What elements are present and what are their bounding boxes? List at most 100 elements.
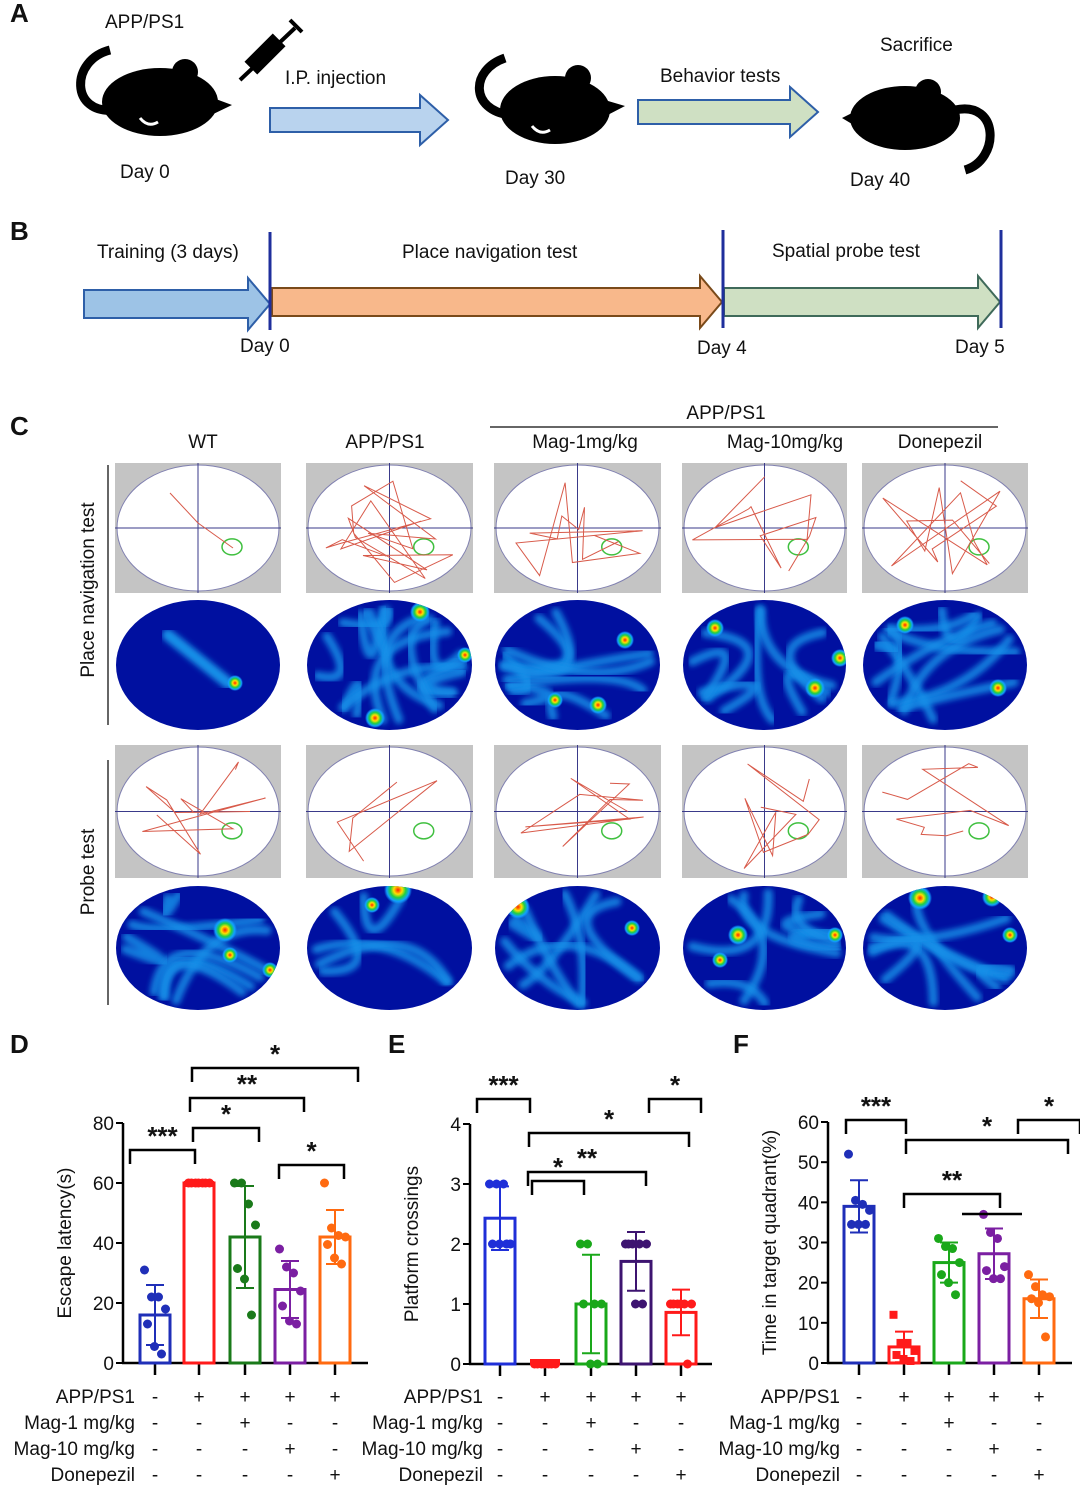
data-point (485, 1179, 494, 1189)
heatmap-hotspot (712, 952, 728, 968)
data-point (278, 1301, 287, 1311)
data-point (244, 1199, 253, 1209)
heatmap-trails (687, 605, 846, 725)
y-tick-label: 30 (798, 1234, 819, 1255)
treatment-sign: - (856, 1439, 862, 1460)
swim-track-plot (494, 745, 661, 878)
swim-path (692, 476, 817, 572)
heatmap-hotspot (982, 887, 1002, 907)
y-tick-label: 3 (450, 1175, 461, 1196)
day-0-marker-label: Day 0 (240, 336, 290, 357)
heatmap-trail (582, 897, 643, 984)
treatment-sign: - (332, 1413, 338, 1434)
panel-letter-b: B (10, 216, 29, 246)
data-point (844, 1149, 853, 1159)
data-point (289, 1268, 298, 1278)
data-point (934, 1233, 943, 1243)
data-point (944, 1278, 953, 1288)
treatment-row-label: Donepezil (399, 1465, 484, 1486)
heatmap-trail (381, 612, 430, 725)
y-tick-label: 50 (798, 1153, 819, 1174)
heatmap-trail (697, 679, 760, 716)
bar (182, 1181, 216, 1365)
heatmap-trail (687, 647, 730, 702)
heatmap-trails (867, 886, 1018, 1007)
data-point (579, 1299, 588, 1309)
training-arrow (83, 275, 272, 333)
data-point (941, 1242, 950, 1252)
heatmap-hotspot (805, 678, 825, 698)
heatmap-trail (160, 890, 183, 918)
treatment-sign: - (542, 1413, 548, 1434)
treatment-sign: + (675, 1387, 686, 1408)
treatment-sign: + (898, 1387, 909, 1408)
data-point (631, 1299, 640, 1309)
panel-letter-f: F (733, 1029, 749, 1059)
treatment-sign: - (497, 1439, 503, 1460)
treatment-sign: - (991, 1413, 997, 1434)
significance-label: ** (942, 1165, 963, 1195)
heatmap-trails (162, 629, 243, 691)
significance-label: * (553, 1152, 564, 1182)
treatment-sign: + (585, 1387, 596, 1408)
heatmap-trail (138, 907, 270, 974)
data-point (499, 1179, 508, 1189)
significance-label: ** (237, 1069, 258, 1099)
heatmap (116, 600, 280, 730)
data-point (624, 1239, 633, 1249)
data-point (547, 1359, 556, 1369)
data-point (230, 1178, 239, 1188)
data-point (502, 1239, 511, 1249)
data-point (993, 1233, 1002, 1243)
y-tick-label: 80 (93, 1114, 114, 1135)
data-point (955, 1258, 964, 1268)
data-point (233, 1264, 242, 1273)
panel-letter-d: D (10, 1029, 29, 1059)
data-point (492, 1179, 501, 1189)
significance-bracket (530, 1179, 586, 1195)
swim-path (520, 777, 644, 847)
treatment-sign: + (284, 1387, 295, 1408)
heatmap-trails (313, 602, 472, 728)
data-point (292, 1319, 301, 1329)
heatmap-trail (314, 940, 453, 986)
treatment-sign: - (633, 1413, 639, 1434)
heatmap-trails (499, 607, 656, 722)
column-header-wt: WT (188, 432, 218, 453)
treatment-sign: - (287, 1413, 293, 1434)
data-point (282, 1262, 291, 1272)
significance-bracket (475, 1097, 532, 1113)
swim-track-plot (306, 745, 473, 878)
heatmap-trail (871, 618, 998, 687)
y-tick-label: 1 (450, 1295, 461, 1316)
treatment-row-label: Donepezil (51, 1465, 136, 1486)
treatment-sign: - (633, 1465, 639, 1486)
data-point (147, 1292, 156, 1302)
heatmap-hotspot (410, 602, 430, 622)
significance-bracket (902, 1192, 1002, 1208)
heatmap-hotspot (827, 927, 843, 943)
data-point (851, 1195, 860, 1205)
treatment-sign: - (152, 1465, 158, 1486)
treatment-row-label: Mag-1 mg/kg (729, 1413, 840, 1434)
significance-label: * (604, 1104, 615, 1134)
treatment-sign: - (588, 1465, 594, 1486)
treatment-sign: + (329, 1465, 340, 1486)
significance-bracket (277, 1163, 346, 1179)
panel-letter-c: C (10, 411, 29, 441)
data-point (1041, 1332, 1050, 1342)
heatmap-trail (162, 629, 234, 689)
heatmap-trail (504, 673, 648, 695)
heatmap-trail (882, 910, 1014, 979)
y-tick-label: 2 (450, 1235, 461, 1256)
platform-marker (600, 538, 623, 556)
swim-path (743, 763, 820, 869)
data-point (1045, 1292, 1054, 1302)
row-label-probe-test: Probe test (78, 828, 99, 915)
treatment-sign: - (332, 1439, 338, 1460)
swim-track-plot (494, 463, 661, 593)
treatment-sign: + (539, 1387, 550, 1408)
y-tick-label: 0 (808, 1354, 819, 1375)
heatmap-hotspot (213, 918, 237, 942)
